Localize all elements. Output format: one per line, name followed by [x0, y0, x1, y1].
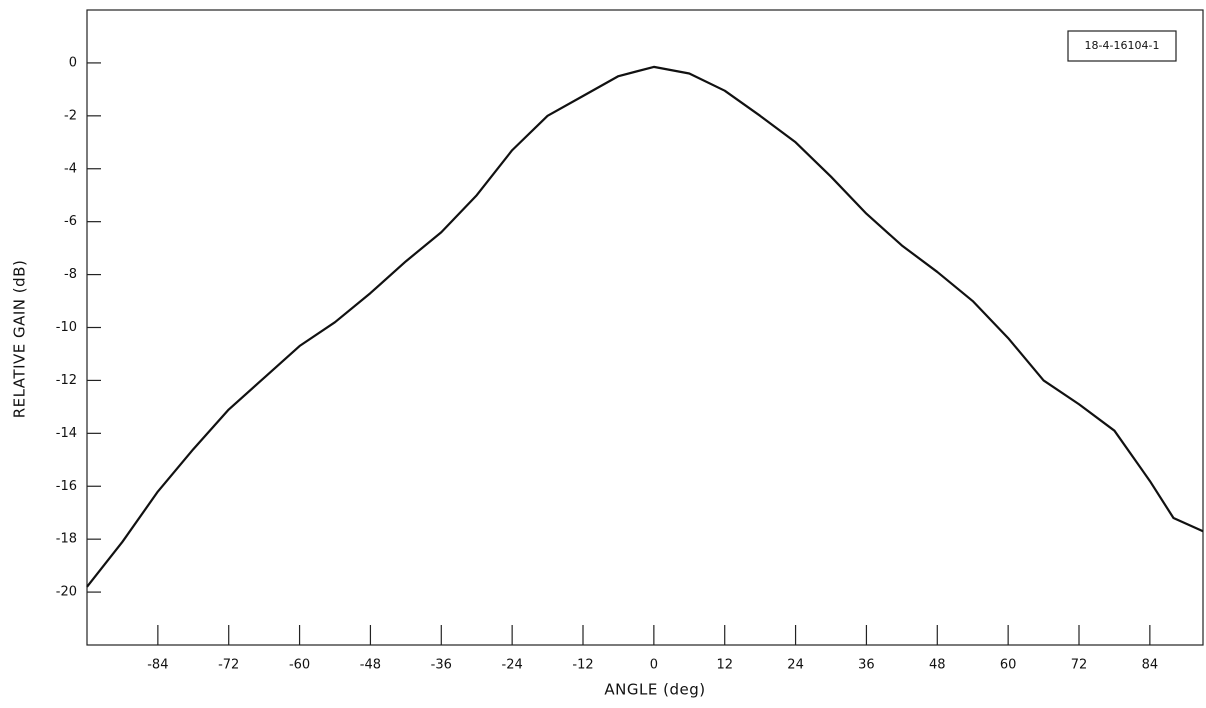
x-axis-title: ANGLE (deg) — [604, 681, 705, 699]
x-tick-label: -48 — [360, 658, 381, 673]
y-tick-label: -2 — [64, 108, 77, 123]
data-line — [86, 65, 1204, 588]
y-tick-label: -20 — [56, 585, 77, 600]
x-tick-label: 72 — [1071, 658, 1088, 673]
annotation-box — [1067, 30, 1177, 62]
x-tick-label: -60 — [289, 658, 310, 673]
x-tick-label: 12 — [716, 658, 733, 673]
x-tick-label: -36 — [431, 658, 452, 673]
y-tick-label: 0 — [69, 55, 77, 70]
x-tick-label: -72 — [218, 658, 239, 673]
annotation: 18-4-16104-1 — [1085, 39, 1160, 52]
y-tick-label: -14 — [56, 426, 77, 441]
y-tick-label: -10 — [56, 320, 77, 335]
y-tick-label: -4 — [64, 161, 77, 176]
x-tick-label: -12 — [572, 658, 593, 673]
x-tick-label: -24 — [502, 658, 523, 673]
x-tick-label: -84 — [147, 658, 168, 673]
x-tick-label: 48 — [929, 658, 946, 673]
plot-frame — [86, 9, 1204, 646]
y-tick-label: -8 — [64, 267, 77, 282]
x-tick-label: 36 — [858, 658, 875, 673]
x-tick-label: 24 — [787, 658, 804, 673]
y-tick-label: -6 — [64, 214, 77, 229]
y-tick-label: -18 — [56, 532, 77, 547]
x-tick-label: 60 — [1000, 658, 1017, 673]
x-tick-label: 0 — [650, 658, 658, 673]
y-tick-label: -16 — [56, 479, 77, 494]
x-tick-label: 84 — [1142, 658, 1159, 673]
y-tick-label: -12 — [56, 373, 77, 388]
y-axis-title: RELATIVE GAIN (dB) — [11, 260, 29, 419]
